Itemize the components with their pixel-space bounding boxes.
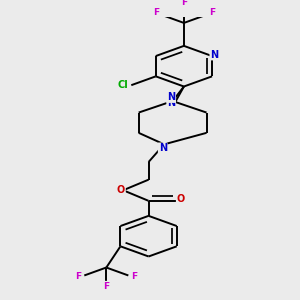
Text: F: F (209, 8, 215, 17)
Text: F: F (181, 0, 187, 7)
Text: N: N (167, 92, 175, 102)
Text: F: F (103, 282, 110, 291)
Text: O: O (117, 185, 125, 195)
Text: N: N (167, 98, 175, 108)
Text: F: F (76, 272, 82, 281)
Text: Cl: Cl (117, 80, 128, 90)
Text: N: N (210, 50, 218, 60)
Text: F: F (153, 8, 159, 17)
Text: F: F (131, 272, 137, 281)
Text: O: O (177, 194, 185, 204)
Text: N: N (159, 143, 167, 153)
